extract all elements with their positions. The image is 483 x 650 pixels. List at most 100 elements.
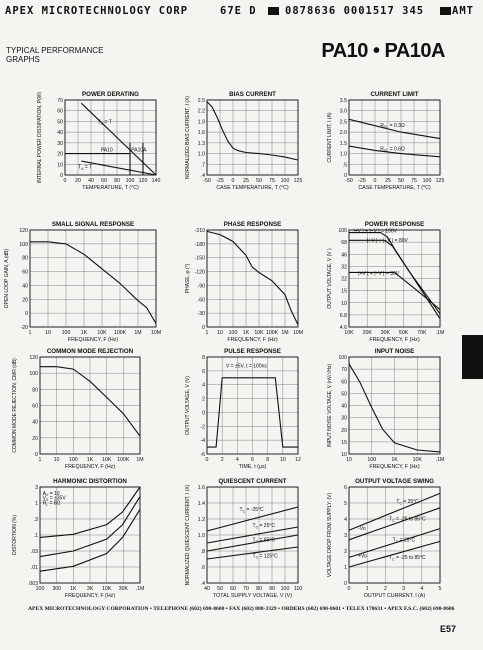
chart-annotation: TC = -25 to 85°C xyxy=(389,517,426,523)
x-tick-label: 75 xyxy=(411,178,417,184)
x-tick-label: 100K xyxy=(117,457,130,463)
x-tick-label: 100 xyxy=(229,330,238,336)
x-tick-label: 60 xyxy=(101,178,107,184)
x-tick-label: 100K xyxy=(114,330,127,336)
x-tick-label: 1M xyxy=(281,330,288,336)
y-tick-label: 1 xyxy=(344,565,347,571)
y-tick-label: 0 xyxy=(60,173,63,179)
chart-quiescent-current: QUIESCENT CURRENT 40 50 60 70 80 90 100 110 .4 .6.… xyxy=(185,478,302,599)
x-tick-label: 90 xyxy=(269,586,275,592)
x-axis-label: CASE TEMPERATURE, T (°C) xyxy=(216,185,289,191)
x-tick-label: 10M xyxy=(151,330,161,336)
chart-annotation: PA10A xyxy=(131,147,147,153)
y-tick-label: 30 xyxy=(57,141,63,147)
x-tick-label: .1M xyxy=(136,586,145,592)
document-header: APEX MICROTECHNOLOGY CORP 67E D 0878636 … xyxy=(0,0,483,22)
chart-title: POWER RESPONSE xyxy=(365,221,424,228)
series-line xyxy=(30,241,157,324)
series-line xyxy=(81,160,157,176)
x-tick-label: 100 xyxy=(423,178,432,184)
x-tick-label: 50K xyxy=(399,330,409,336)
plot-frame xyxy=(39,356,141,455)
y-tick-label: 4 xyxy=(202,383,205,389)
y-tick-label: 0 xyxy=(25,311,28,317)
chart-annotation: TC = 85°C xyxy=(253,537,276,543)
x-tick-label: 25 xyxy=(385,178,391,184)
chart-annotation: |+V | + |−V | = 30V xyxy=(358,271,399,277)
x-tick-label: 100 xyxy=(367,457,376,463)
y-axis-label: NORMALIZED BIAS CURRENT, I (X) xyxy=(185,96,191,179)
x-axis-label: TIME, t (μs) xyxy=(239,464,267,470)
chart-current-limit: CURRENT LIMIT -50 -25 0 25 50 75 100 125 0 .5 1.0 1.… xyxy=(327,91,444,191)
y-tick-label: 46 xyxy=(341,252,347,258)
chart-annotation: PA10 xyxy=(101,147,113,153)
series-line xyxy=(206,230,299,325)
y-tick-label: 68 xyxy=(341,240,347,246)
y-tick-label: 10 xyxy=(341,452,347,458)
y-tick-label: 6 xyxy=(344,485,347,491)
x-tick-label: 10K xyxy=(102,457,112,463)
x-tick-label: 50 xyxy=(256,178,262,184)
x-tick-label: 10K xyxy=(97,330,107,336)
chart-annotation: AV = 10 xyxy=(43,491,60,497)
y-tick-label: 4.6 xyxy=(340,325,347,331)
y-tick-label: 1.3 xyxy=(198,141,205,147)
y-axis-label: OUTPUT VOLTAGE, V (V) xyxy=(185,376,191,435)
x-tick-label: 10 xyxy=(54,457,60,463)
series-line xyxy=(206,534,299,552)
x-tick-label: 80 xyxy=(256,586,262,592)
series-line xyxy=(207,377,298,448)
x-tick-label: 1K xyxy=(81,330,88,336)
x-tick-label: 0 xyxy=(232,178,235,184)
x-tick-label: 70K xyxy=(417,330,427,336)
x-axis-label: FREQUENCY, F (Hz) xyxy=(369,464,419,470)
chart-annotation: TC = -25°C xyxy=(240,507,265,513)
chart-title: OUTPUT VOLTAGE SWING xyxy=(355,478,434,485)
x-tick-label: 100 xyxy=(281,586,290,592)
chart-power-derating: POWER DERATING 0 20 40 60 80 100 120 140 0 10 20 30 4… xyxy=(37,91,160,191)
chart-title: POWER DERATING xyxy=(82,91,139,98)
x-tick-label: -50 xyxy=(345,178,353,184)
x-tick-label: 125 xyxy=(294,178,303,184)
x-tick-label: 2 xyxy=(384,586,387,592)
y-tick-label: 3 xyxy=(35,485,38,491)
chart-harmonic-distortion: HARMONIC DISTORTION 100 300 1K 3K 10K 30K .1M .0… xyxy=(12,478,144,599)
series-line xyxy=(348,363,441,453)
x-tick-label: 0 xyxy=(64,178,67,184)
y-tick-label: 5 xyxy=(344,501,347,507)
plot-frame xyxy=(206,99,299,176)
series-line xyxy=(348,145,441,158)
series-line xyxy=(348,118,441,140)
y-tick-label: 50 xyxy=(341,391,347,397)
chart-title: SMALL SIGNAL RESPONSE xyxy=(52,221,134,228)
y-axis-label: DISTORTION (%) xyxy=(12,515,18,555)
x-tick-label: 1K xyxy=(87,457,94,463)
x-tick-label: 4 xyxy=(236,457,239,463)
x-tick-label: 5 xyxy=(439,586,442,592)
x-tick-label: 50 xyxy=(217,586,223,592)
y-tick-label: 6.8 xyxy=(340,313,347,319)
chart-annotation: RL = 8Ω xyxy=(43,501,61,507)
series-line xyxy=(348,507,441,541)
plot-frame xyxy=(348,99,441,176)
series-line xyxy=(206,506,299,532)
x-tick-label: 0 xyxy=(348,586,351,592)
y-tick-label: 3.5 xyxy=(340,98,347,104)
x-tick-label: 1 xyxy=(206,330,209,336)
y-tick-label: .6 xyxy=(201,565,205,571)
y-tick-label: 6 xyxy=(202,369,205,375)
x-tick-label: 60 xyxy=(230,586,236,592)
y-tick-label: 60 xyxy=(22,270,28,276)
x-axis-label: TEMPERATURE, T (°C) xyxy=(82,185,139,191)
chart-annotation: -Vo xyxy=(358,526,366,532)
x-tick-label: 100K xyxy=(266,330,279,336)
x-axis-label: FREQUENCY, F (Hz) xyxy=(227,337,277,343)
x-tick-label: 1M xyxy=(136,457,143,463)
y-tick-label: .5 xyxy=(343,162,347,168)
series-line xyxy=(348,528,441,558)
x-tick-label: 1K xyxy=(243,330,250,336)
x-tick-label: 1 xyxy=(366,586,369,592)
y-tick-label: -20 xyxy=(21,325,29,331)
y-tick-label: 100 xyxy=(19,242,28,248)
